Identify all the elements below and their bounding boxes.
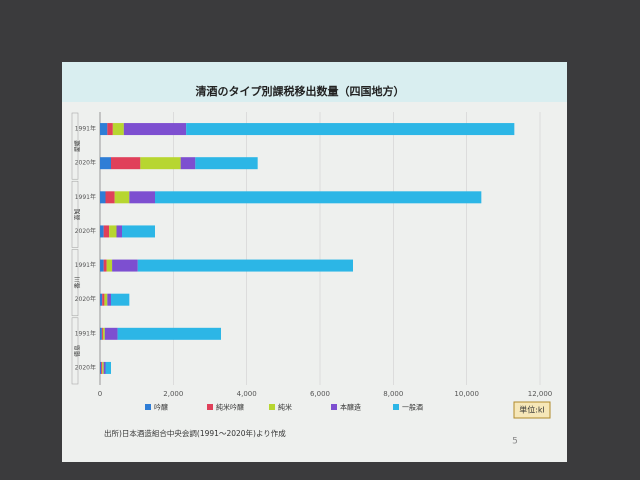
y-tick-label: 1991年 xyxy=(75,261,96,269)
bar-segment xyxy=(112,123,124,136)
bar-segment xyxy=(102,293,105,306)
bar-segment xyxy=(104,327,118,340)
legend-swatch xyxy=(269,404,275,410)
group-label: 香川 xyxy=(74,277,82,289)
legend-swatch xyxy=(145,404,151,410)
bar-segment xyxy=(100,157,111,170)
bar-segment xyxy=(105,361,111,374)
y-tick-label: 2020年 xyxy=(75,363,96,371)
legend-swatch xyxy=(207,404,213,410)
x-tick-label: 4,000 xyxy=(237,390,257,398)
bar-segment xyxy=(114,191,130,204)
bar-segment xyxy=(195,157,258,170)
x-tick-label: 10,000 xyxy=(454,390,479,398)
legend-swatch xyxy=(331,404,337,410)
source-note: 出所)日本酒造組合中央会調(1991〜2020年)より作成 xyxy=(104,428,286,438)
group-box xyxy=(71,112,79,180)
bar-segment xyxy=(100,225,104,238)
group-box xyxy=(71,180,79,248)
bar-segment xyxy=(100,191,106,204)
bar-segment xyxy=(100,259,104,272)
legend-label: 一般酒 xyxy=(402,403,423,412)
bar-segment xyxy=(112,259,138,272)
unit-box xyxy=(513,401,551,419)
bar-segment xyxy=(137,259,353,272)
bar-segment xyxy=(102,327,105,340)
bar-segment xyxy=(100,327,102,340)
bar-segment xyxy=(111,157,141,170)
group-label: 徳島 xyxy=(74,345,82,357)
y-tick-label: 1991年 xyxy=(75,193,96,201)
bar-segment xyxy=(106,259,113,272)
x-tick-label: 0 xyxy=(98,390,102,398)
bar-segment xyxy=(123,123,187,136)
bar-segment xyxy=(117,327,221,340)
legend-label: 吟醸 xyxy=(154,403,168,412)
bar-segment xyxy=(180,157,196,170)
chart-title: 清酒のタイプ別課税移出数量（四国地方） xyxy=(196,84,405,98)
bar-segment xyxy=(103,361,106,374)
bar-segment xyxy=(105,191,115,204)
slide-header xyxy=(62,62,567,102)
bar-segment xyxy=(102,361,104,374)
bar-segment xyxy=(109,225,117,238)
y-tick-label: 2020年 xyxy=(75,295,96,303)
bar-segment xyxy=(103,259,107,272)
bar-segment xyxy=(129,191,155,204)
x-tick-label: 8,000 xyxy=(383,390,403,398)
bar-segment xyxy=(101,327,103,340)
legend-swatch xyxy=(393,404,399,410)
legend-label: 純米 xyxy=(278,403,292,412)
page-number: 5 xyxy=(512,437,518,447)
bar-segment xyxy=(100,361,102,374)
x-tick-label: 2,000 xyxy=(163,390,183,398)
bar-segment xyxy=(140,157,181,170)
unit-label: 単位:kl xyxy=(519,405,545,415)
bar-segment xyxy=(101,361,103,374)
group-box xyxy=(71,249,79,317)
bar-segment xyxy=(107,123,113,136)
y-tick-label: 2020年 xyxy=(75,227,96,235)
bar-segment xyxy=(111,293,130,306)
y-tick-label: 1991年 xyxy=(75,329,96,337)
bar-segment xyxy=(186,123,515,136)
bar-segment xyxy=(122,225,155,238)
y-tick-label: 1991年 xyxy=(75,125,96,133)
y-tick-label: 2020年 xyxy=(75,159,96,167)
bar-segment xyxy=(103,225,110,238)
x-tick-label: 6,000 xyxy=(310,390,330,398)
group-label: 高知 xyxy=(74,208,82,220)
group-box xyxy=(71,317,79,385)
bar-segment xyxy=(155,191,482,204)
bar-segment xyxy=(100,123,108,136)
bar-segment xyxy=(104,293,108,306)
legend-label: 純米吟醸 xyxy=(216,403,244,412)
group-label: 愛媛 xyxy=(74,140,82,152)
bar-segment xyxy=(116,225,122,238)
bar-segment xyxy=(100,293,103,306)
legend-label: 本醸造 xyxy=(340,403,361,412)
x-tick-label: 12,000 xyxy=(528,390,553,398)
bar-segment xyxy=(107,293,111,306)
